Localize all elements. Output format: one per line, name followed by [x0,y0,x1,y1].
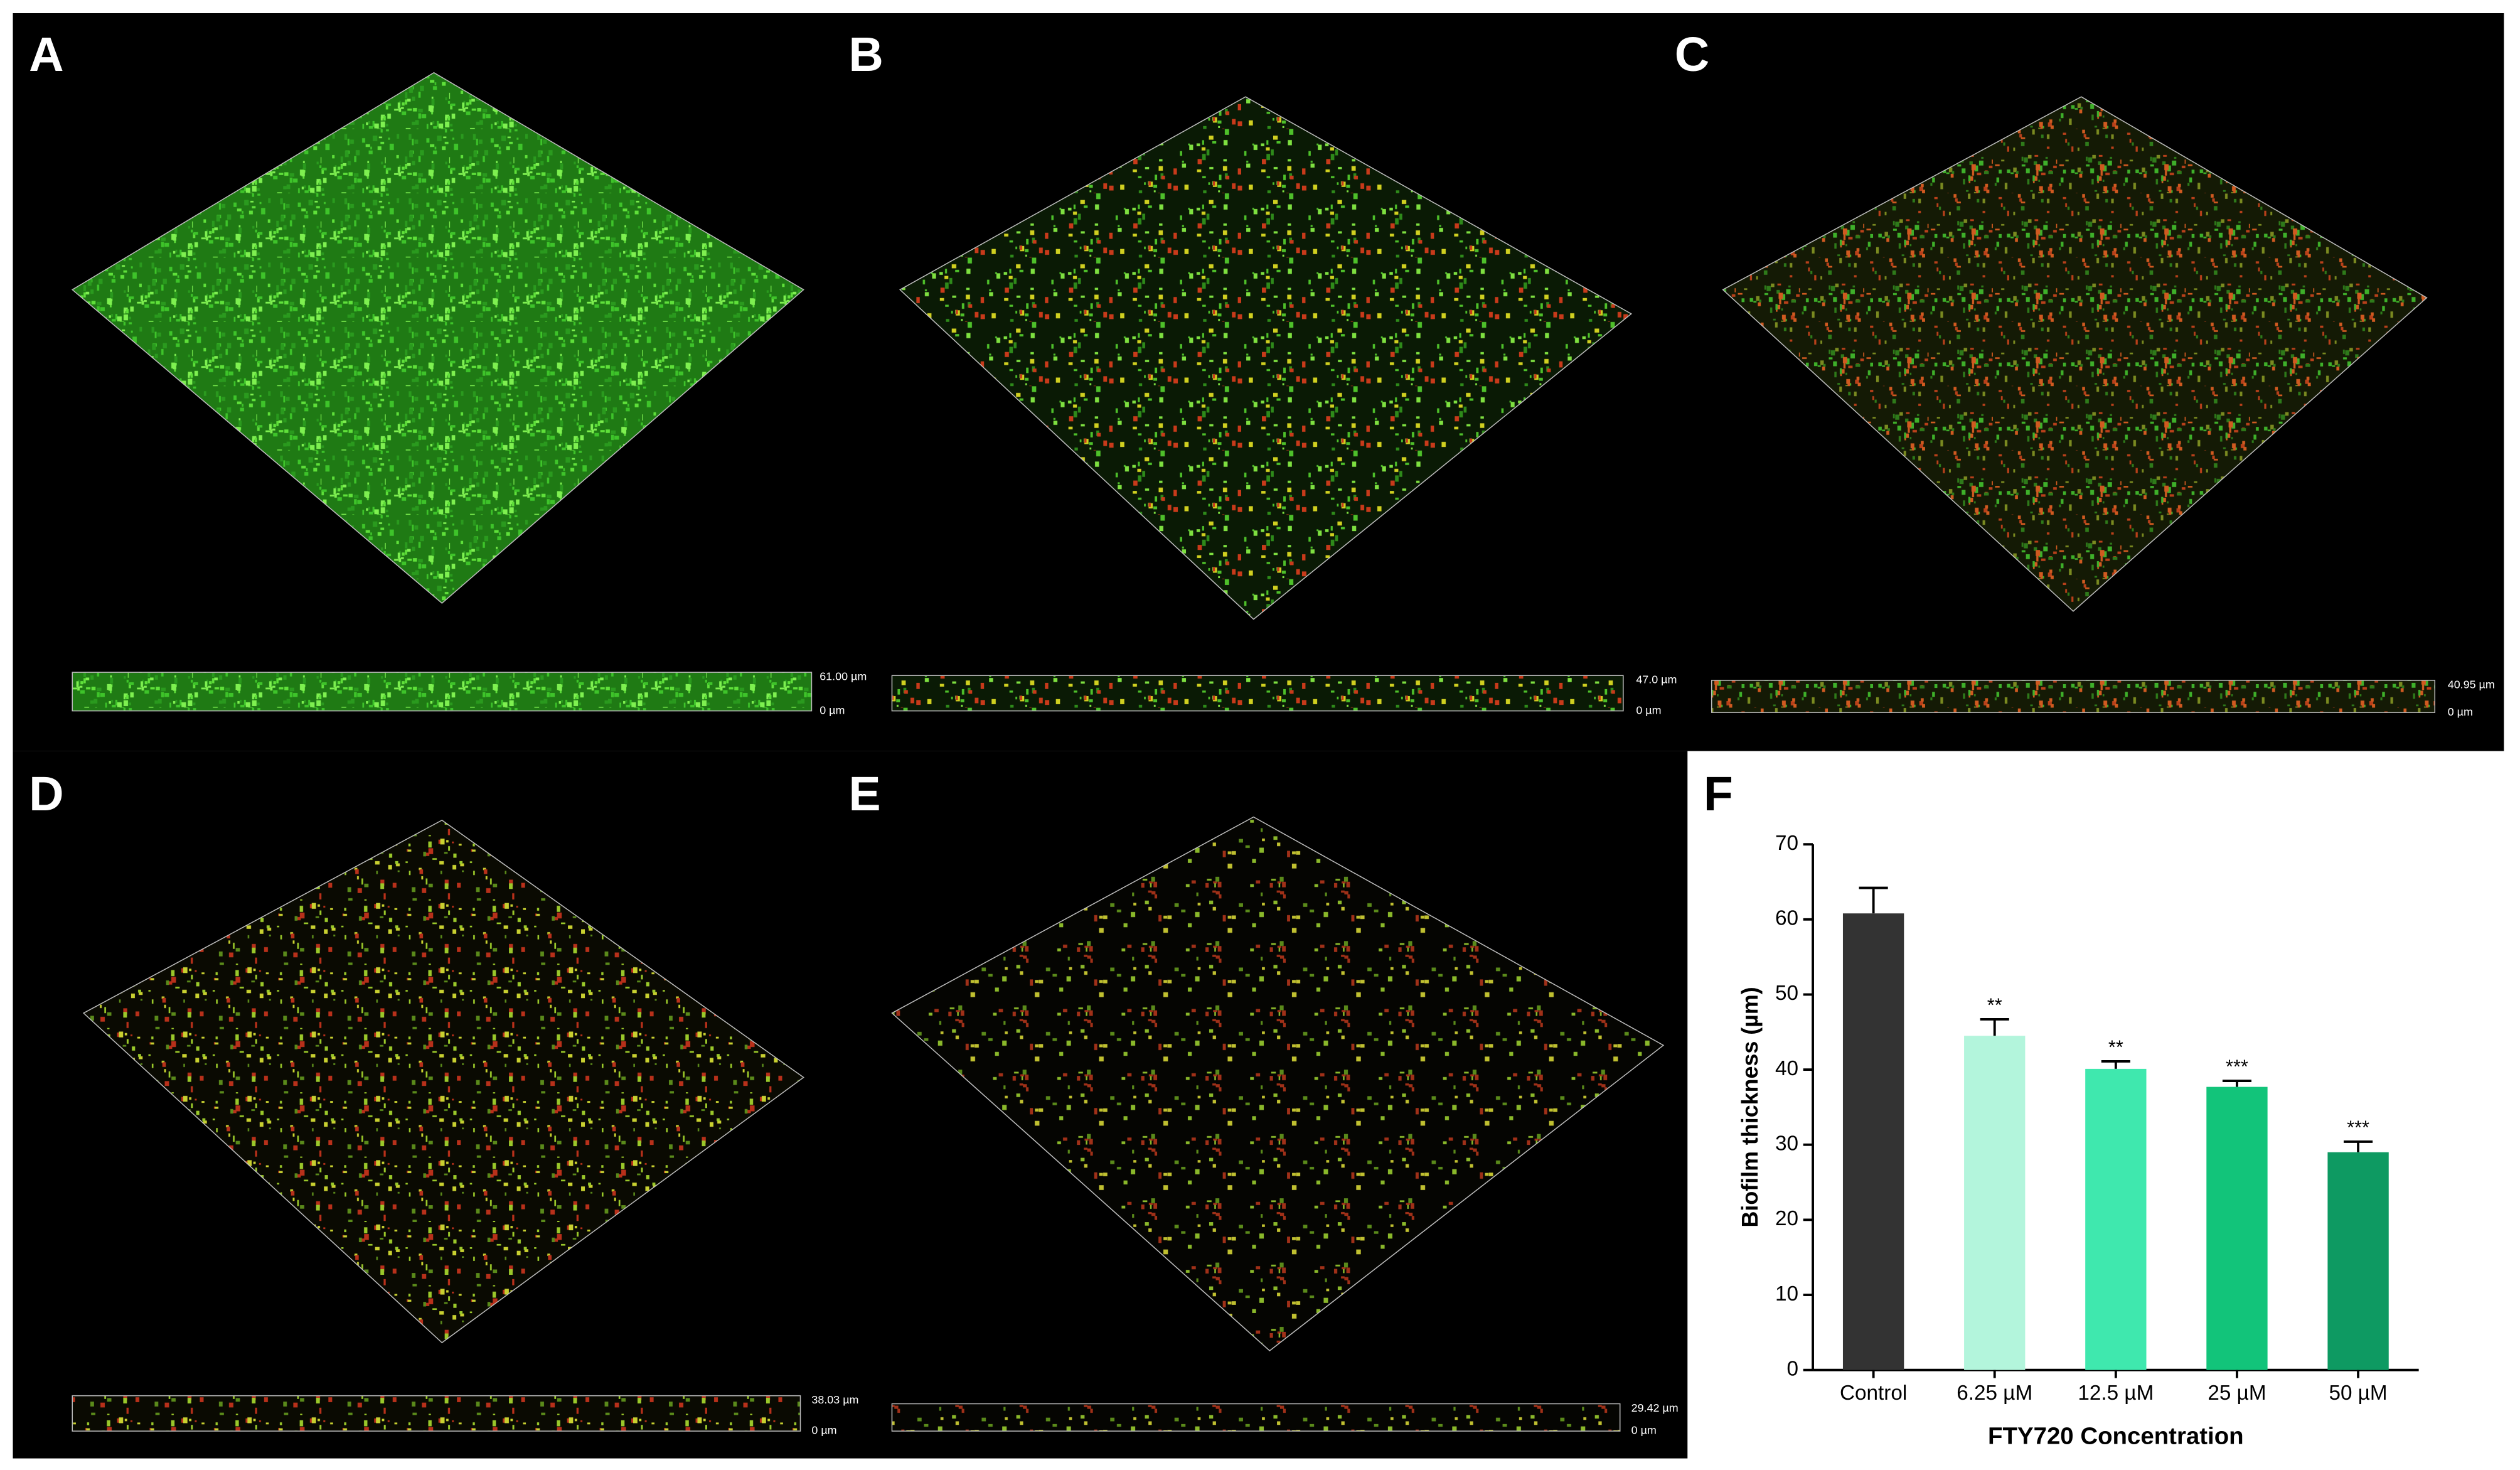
x-tick-label: Control [1840,1381,1907,1405]
panel-label: E [848,767,880,821]
x-axis-label: FTY720 Concentration [1988,1422,2244,1449]
y-tick-label: 30 [1775,1132,1798,1156]
scale-bottom: 0 µm [811,1424,836,1437]
biofilm-side [72,1395,801,1432]
scale-top: 40.95 µm [2448,678,2495,690]
biofilm-side [72,672,813,712]
y-tick-label: 60 [1775,907,1798,930]
bar [2206,1086,2268,1370]
scale-bottom: 0 µm [1636,704,1661,716]
scale-bottom: 0 µm [1631,1424,1657,1437]
bar [2085,1068,2147,1370]
y-tick-label: 10 [1775,1282,1798,1306]
significance: *** [2226,1056,2248,1078]
y-axis-label: Biofilm thickness (µm) [1738,987,1763,1227]
x-tick-label: 6.25 µM [1957,1381,2032,1405]
biofilm-3d [1722,96,2428,612]
biofilm-3d [891,816,1665,1351]
panel-label: F [1704,767,1733,821]
panel-label: A [29,28,63,82]
biofilm-side [891,1403,1621,1432]
biofilm-side [1711,680,2436,713]
x-tick-label: 25 µM [2208,1381,2266,1405]
y-tick-label: 40 [1775,1057,1798,1080]
scale-bottom: 0 µm [2448,705,2473,718]
panel-label: B [848,28,883,82]
x-tick-label: 50 µM [2329,1381,2387,1405]
panel-label: D [29,767,63,821]
significance: *** [2347,1117,2369,1139]
scale-bottom: 0 µm [820,704,845,716]
panel-label: C [1675,28,1709,82]
y-tick-label: 50 [1775,982,1798,1005]
y-tick-label: 0 [1786,1357,1798,1380]
bar [1964,1036,2026,1370]
biofilm-3d [899,96,1633,620]
scale-top: 61.00 µm [820,670,867,683]
biofilm-3d [82,819,804,1344]
bar [2327,1152,2389,1370]
scale-top: 38.03 µm [811,1393,858,1406]
y-tick-label: 70 [1775,832,1798,855]
y-tick-label: 20 [1775,1207,1798,1230]
biofilm-3d [71,72,804,604]
scale-top: 47.0 µm [1636,673,1677,686]
scale-top: 29.42 µm [1631,1402,1679,1414]
x-tick-label: 12.5 µM [2078,1381,2154,1405]
bar [1842,913,1904,1370]
significance: ** [2108,1036,2123,1058]
biofilm-side [891,675,1624,712]
significance: ** [1987,994,2002,1016]
